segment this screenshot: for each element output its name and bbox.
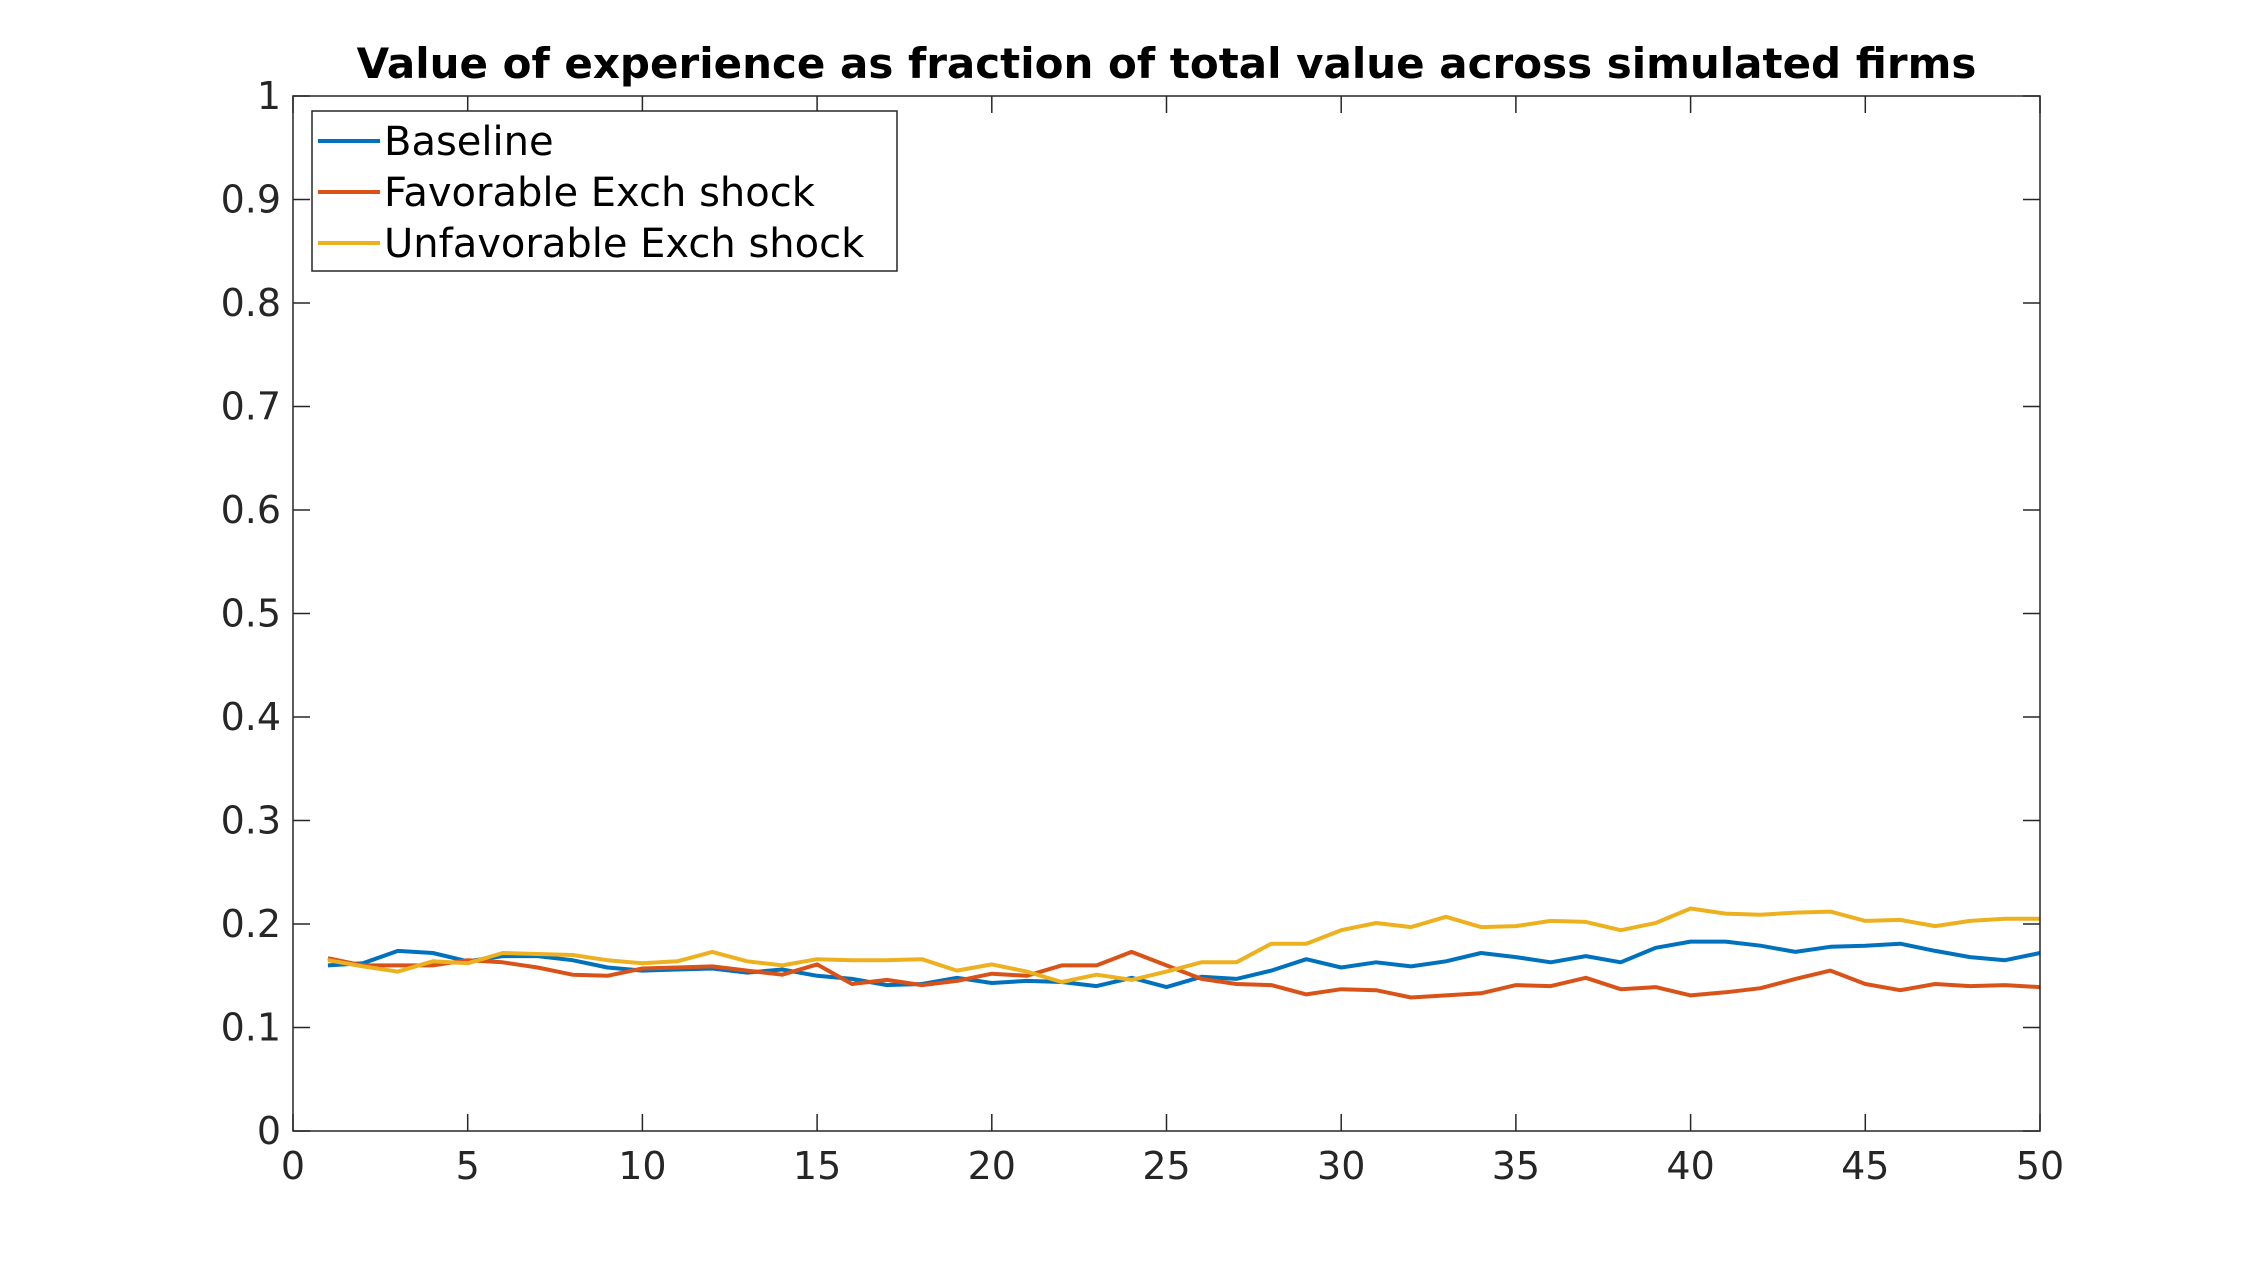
x-tick-label: 30 (1317, 1144, 1365, 1188)
series-layer (327, 906, 2041, 1000)
x-tick-label: 45 (1841, 1144, 1889, 1188)
y-tick-label: 0.4 (221, 695, 281, 739)
x-tick-label: 5 (456, 1144, 480, 1188)
y-tick-label: 0 (257, 1109, 281, 1153)
y-tick-label: 0.1 (221, 1006, 281, 1050)
series-line-1 (327, 939, 2041, 990)
ticks-layer: 0 5 10 15 20 25 30 35 40 45 50 0 0.1 0.2 0.3 0.4 0.5 0.6 0… (221, 74, 2065, 1188)
x-tick-label: 35 (1492, 1144, 1540, 1188)
legend-label-3: Unfavorable Exch shock (384, 221, 865, 267)
y-tick-label: 0.5 (221, 592, 281, 636)
x-tick-label: 25 (1142, 1144, 1190, 1188)
y-tick-label: 0.7 (221, 385, 281, 429)
x-tick-label: 50 (2016, 1144, 2064, 1188)
y-tick-label: 0.6 (221, 488, 281, 532)
legend-label-2: Favorable Exch shock (384, 170, 816, 216)
y-tick-label: 0.8 (221, 281, 281, 325)
chart-title: Value of experience as fraction of total… (357, 39, 1977, 88)
x-tick-label: 15 (793, 1144, 841, 1188)
legend-box (311, 110, 898, 272)
legend: Baseline Favorable Exch shock Unfavorable … (311, 110, 898, 272)
y-tick-label: 1 (257, 74, 281, 118)
series-line-2 (327, 949, 2041, 1000)
y-tick-label: 0.2 (221, 902, 281, 946)
x-tick-label: 40 (1666, 1144, 1714, 1188)
legend-label-1: Baseline (384, 119, 554, 165)
x-tick-label: 20 (968, 1144, 1016, 1188)
series-line-3 (327, 906, 2040, 984)
x-tick-label: 10 (618, 1144, 666, 1188)
y-tick-label: 0.9 (221, 178, 281, 222)
y-tick-label: 0.3 (221, 799, 281, 843)
x-tick-label: 0 (281, 1144, 305, 1188)
